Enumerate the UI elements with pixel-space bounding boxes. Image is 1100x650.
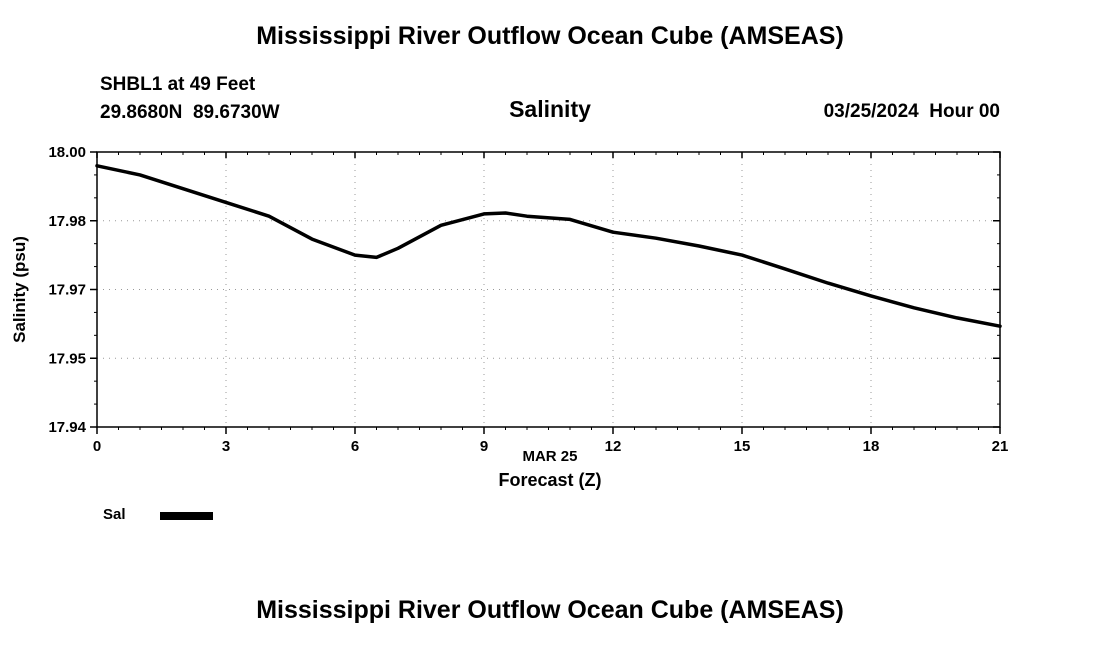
svg-text:6: 6 xyxy=(351,438,359,452)
x-axis-date-label: MAR 25 xyxy=(522,448,578,465)
legend-series-label: Sal xyxy=(103,506,126,523)
svg-text:3: 3 xyxy=(222,438,230,452)
svg-text:12: 12 xyxy=(605,438,622,452)
chart-subtitle: Salinity xyxy=(509,96,591,122)
svg-text:0: 0 xyxy=(93,438,101,452)
svg-text:18: 18 xyxy=(863,438,880,452)
salinity-line-chart: 0 3 6 9 12 15 18 21 17.94 17.95 17.97 17.98 18.00 Sal… xyxy=(10,144,1009,452)
svg-text:15: 15 xyxy=(734,438,751,452)
svg-text:17.95: 17.95 xyxy=(48,350,86,367)
svg-text:17.98: 17.98 xyxy=(48,213,86,230)
svg-text:18.00: 18.00 xyxy=(48,144,86,161)
svg-text:17.94: 17.94 xyxy=(48,419,86,436)
footer-title: Mississippi River Outflow Ocean Cube (AM… xyxy=(256,596,844,624)
svg-text:9: 9 xyxy=(480,438,488,452)
x-axis-title: Forecast (Z) xyxy=(498,470,602,490)
svg-text:21: 21 xyxy=(992,438,1009,452)
page-title: Mississippi River Outflow Ocean Cube (AM… xyxy=(256,22,844,50)
station-coordinates: 29.8680N 89.6730W xyxy=(100,102,280,123)
svg-text:17.97: 17.97 xyxy=(48,282,86,299)
svg-text:Salinity (psu): Salinity (psu) xyxy=(10,236,29,343)
station-name-depth: SHBL1 at 49 Feet xyxy=(100,74,256,95)
forecast-datetime: 03/25/2024 Hour 00 xyxy=(823,101,1000,122)
legend-line-swatch xyxy=(160,512,213,520)
